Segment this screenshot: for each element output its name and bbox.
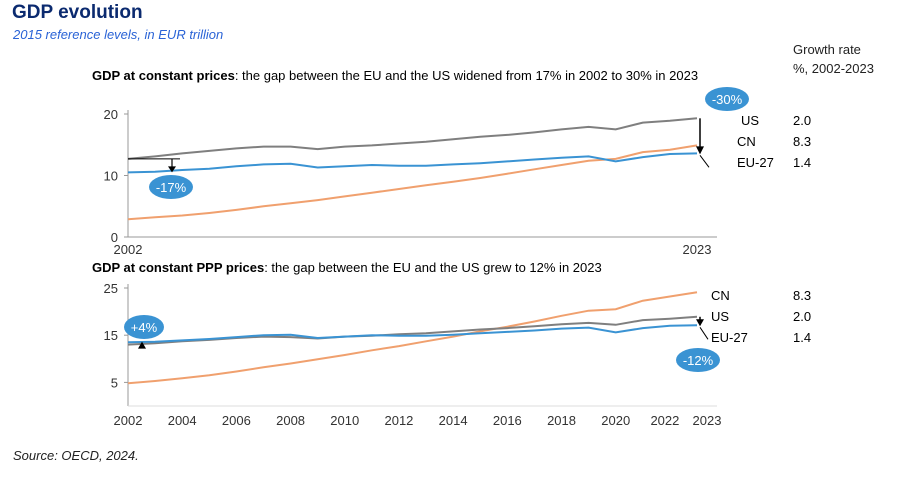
growth-rate-us: 2.0	[793, 309, 811, 324]
label-leader	[699, 155, 710, 168]
x-tick-label: 2022	[650, 413, 679, 428]
y-tick-label: 20	[104, 107, 118, 122]
x-tick-label: 2010	[330, 413, 359, 428]
panel-title: GDP at constant PPP prices: the gap betw…	[92, 260, 602, 275]
annotation-label: -12%	[683, 353, 714, 368]
label-leader	[699, 327, 709, 340]
series-label-cn: CN	[737, 134, 756, 149]
gap-arrow-head	[168, 166, 176, 173]
y-tick-label: 5	[111, 375, 118, 390]
x-tick-label: 2023	[683, 242, 712, 257]
series-label-eu-27: EU-27	[711, 330, 748, 345]
panel-title-bold: GDP at constant PPP prices	[92, 260, 264, 275]
x-tick-label: 2006	[222, 413, 251, 428]
panel-title-rest: : the gap between the EU and the US grew…	[264, 260, 602, 275]
y-tick-label: 25	[104, 281, 118, 296]
annotation-label: +4%	[131, 320, 158, 335]
growth-rate-eu-27: 1.4	[793, 330, 811, 345]
panel-title-bold: GDP at constant prices	[92, 68, 235, 83]
growth-rate-us: 2.0	[793, 113, 811, 128]
growth-rate-header: Growth rate	[793, 42, 861, 57]
annotation-bubble	[705, 87, 749, 111]
series-label-us: US	[711, 309, 729, 324]
gap-arrow-head	[696, 319, 704, 327]
annotation-bubble	[149, 175, 193, 199]
x-tick-label: 2018	[547, 413, 576, 428]
series-line-us	[127, 117, 698, 160]
growth-rate-unit: %, 2002-2023	[793, 61, 874, 76]
panel-title-rest: : the gap between the EU and the US wide…	[235, 68, 698, 83]
series-label-eu-27: EU-27	[737, 155, 774, 170]
x-tick-label: 2012	[384, 413, 413, 428]
x-tick-label: 2023	[693, 413, 722, 428]
annotation-bubble	[124, 315, 164, 339]
y-tick-label: 0	[111, 230, 118, 245]
series-line-eu-27	[127, 152, 698, 174]
growth-rate-cn: 8.3	[793, 288, 811, 303]
series-label-us: US	[741, 113, 759, 128]
annotation-label: -17%	[156, 180, 187, 195]
gap-arrow-head	[696, 146, 704, 155]
panel-title: GDP at constant prices: the gap between …	[92, 68, 698, 83]
x-tick-label: 2008	[276, 413, 305, 428]
y-tick-label: 10	[104, 169, 118, 184]
x-tick-label: 2004	[168, 413, 197, 428]
series-line-cn	[127, 144, 698, 221]
x-tick-label: 2016	[493, 413, 522, 428]
series-line-eu-27	[127, 324, 698, 344]
source-note: Source: OECD, 2024.	[13, 448, 139, 463]
x-tick-label: 2020	[601, 413, 630, 428]
annotation-bubble	[676, 348, 720, 372]
x-tick-label: 2002	[114, 413, 143, 428]
x-tick-label: 2002	[114, 242, 143, 257]
series-line-cn	[127, 291, 698, 385]
y-tick-label: 15	[104, 328, 118, 343]
series-label-cn: CN	[711, 288, 730, 303]
chart-title: GDP evolution	[12, 2, 143, 23]
growth-rate-cn: 8.3	[793, 134, 811, 149]
chart-subtitle: 2015 reference levels, in EUR trillion	[13, 27, 224, 42]
annotation-label: -30%	[712, 92, 743, 107]
x-tick-label: 2014	[439, 413, 468, 428]
growth-rate-eu-27: 1.4	[793, 155, 811, 170]
gap-arrow-head	[138, 341, 146, 349]
